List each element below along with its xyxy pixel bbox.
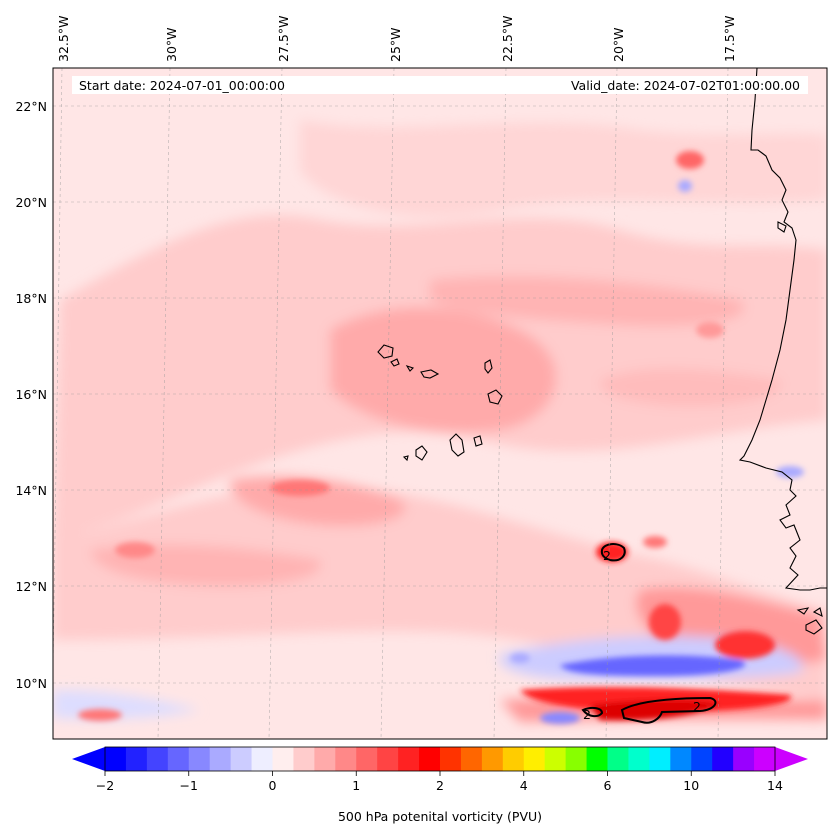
lon-label: 17.5°W <box>722 16 737 62</box>
colorbar-tick-label: 10 <box>683 778 699 793</box>
contour-label: 2 <box>693 699 701 714</box>
colorbar-segment <box>188 747 211 771</box>
colorbar-segment <box>335 747 357 771</box>
colorbar-segment <box>419 747 441 771</box>
colorbar-segment <box>209 747 232 771</box>
colorbar-segment <box>544 747 567 771</box>
latitude-labels: 22°N 20°N 18°N 16°N 14°N 12°N 10°N <box>15 99 47 691</box>
colorbar-segment <box>125 747 148 771</box>
lat-label: 18°N <box>15 291 47 306</box>
colorbar-segment <box>440 747 462 771</box>
lon-label: 22.5°W <box>500 16 515 62</box>
colorbar-segment <box>607 747 630 771</box>
colorbar-segment <box>293 747 315 771</box>
colorbar-extend-max <box>775 747 808 771</box>
colorbar-segment <box>523 747 546 771</box>
colorbar-tick-label: −1 <box>180 778 198 793</box>
colorbar-segment <box>670 747 692 771</box>
colorbar-title: 500 hPa potenital vorticity (PVU) <box>338 809 542 824</box>
gridlines <box>53 68 827 739</box>
colorbar-tick-label: 4 <box>520 778 528 793</box>
lat-label: 20°N <box>15 195 47 210</box>
colorbar-segment <box>230 747 253 771</box>
lat-label: 22°N <box>15 99 47 114</box>
colorbar-segment <box>712 747 734 771</box>
colorbar-segment <box>272 747 295 771</box>
lon-label: 20°W <box>611 27 626 62</box>
header-box <box>72 76 808 94</box>
longitude-labels: 32.5°W 30°W 27.5°W 25°W 22.5°W 20°W 17.5… <box>56 16 737 62</box>
lat-label: 16°N <box>15 387 47 402</box>
coastline <box>738 68 827 635</box>
colorbar-tick-label: −2 <box>96 778 114 793</box>
colorbar-tick-label: 2 <box>436 778 444 793</box>
colorbar-segment <box>356 747 378 771</box>
valid-date: Valid_date: 2024-07-02T01:00:00.00 <box>571 78 800 93</box>
colorbar-tick-label: 1 <box>352 778 360 793</box>
colorbar-tick-label: 6 <box>604 778 612 793</box>
colorbar-segment <box>481 747 504 771</box>
lat-label: 10°N <box>15 676 47 691</box>
colorbar-segment <box>251 747 274 771</box>
colorbar-tick-label: 14 <box>767 778 783 793</box>
colorbar: −2 −1 0 1 2 4 6 10 14 500 hPa potenital vorticit… <box>72 746 808 824</box>
pv-field: 2 2 2 <box>53 68 827 739</box>
colorbar-segment <box>314 747 336 771</box>
colorbar-segment <box>586 747 609 771</box>
colorbar-segment <box>105 747 127 771</box>
colorbar-segment <box>502 747 525 771</box>
colorbar-segment <box>460 747 483 771</box>
colorbar-tick-label: 0 <box>269 778 277 793</box>
colorbar-segment <box>377 747 399 771</box>
colorbar-segment <box>628 747 650 771</box>
lon-label: 27.5°W <box>276 16 291 62</box>
colorbar-segment <box>167 747 190 771</box>
map-frame <box>52 67 828 740</box>
start-date: Start date: 2024-07-01_00:00:00 <box>79 78 285 93</box>
colorbar-segment <box>565 747 588 771</box>
lon-label: 30°W <box>164 27 179 62</box>
colorbar-extend-min <box>72 747 105 771</box>
colorbar-segment <box>754 747 776 771</box>
colorbar-segment <box>733 747 755 771</box>
contour-label: 2 <box>583 707 591 722</box>
lat-label: 12°N <box>15 579 47 594</box>
pv2-contours <box>581 543 717 724</box>
colorbar-segment <box>398 747 420 771</box>
contour-label: 2 <box>603 548 611 563</box>
lat-label: 14°N <box>15 483 47 498</box>
lon-label: 25°W <box>388 27 403 62</box>
colorbar-segment <box>649 747 671 771</box>
cape-verde-islands <box>377 344 503 462</box>
colorbar-segment <box>146 747 169 771</box>
lon-label: 32.5°W <box>56 16 71 62</box>
colorbar-segment <box>691 747 713 771</box>
